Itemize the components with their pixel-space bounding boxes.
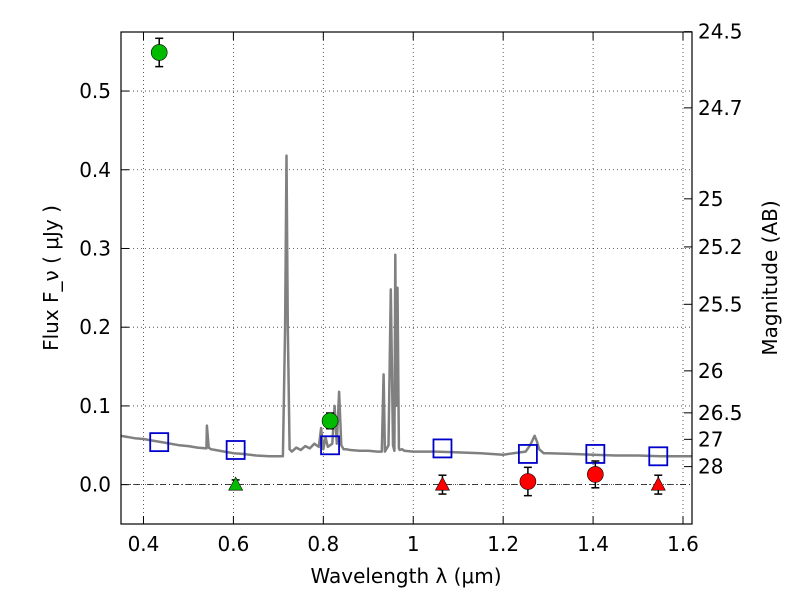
x-tick-label: 0.6 (217, 532, 249, 556)
x-tick-label: 1.6 (667, 532, 699, 556)
right-axis-title: Magnitude (AB) (758, 200, 782, 355)
y-axis-title: Flux F_ν ( μJy ) (39, 205, 63, 351)
axes-layer: 0.4 0.6 0.8 1 1.2 1.4 1.6 0.0 0.1 0.2 0.3 0.4 0.5 24.… (79, 20, 742, 556)
detection-circle-marker (150, 44, 168, 61)
x-tick-label: 1.2 (487, 532, 519, 556)
x-tick-label: 1.4 (577, 532, 609, 556)
y-tick-label: 0.3 (79, 236, 111, 260)
y-tick-label: 0.1 (79, 394, 111, 418)
detection-circle-marker (519, 473, 537, 490)
mag-tick-label: 24.7 (698, 96, 743, 120)
mag-tick-label: 24.5 (698, 20, 743, 44)
detection-circle-marker (587, 466, 604, 483)
grid-layer (121, 32, 692, 524)
y-tick-label: 0.0 (79, 473, 111, 497)
model-square-marker (648, 446, 669, 467)
upper-limit-triangle-marker (650, 476, 666, 491)
model-square-marker (432, 438, 453, 459)
y-tick-label: 0.4 (79, 158, 111, 182)
mag-tick-label: 25.2 (698, 235, 743, 259)
model-square-marker (517, 444, 538, 464)
upper-limit-triangle-marker (434, 476, 450, 491)
y-tick-label: 0.2 (79, 315, 111, 339)
model-square-marker (320, 435, 340, 456)
model-square-marker (225, 440, 246, 460)
spectrum-line (120, 154, 692, 458)
x-tick-label: 0.4 (128, 532, 160, 556)
x-tick-label: 0.8 (307, 532, 339, 556)
series-layer (120, 37, 692, 497)
upper-limit-triangle-marker (228, 476, 244, 491)
plot-frame (120, 31, 693, 525)
model-square-marker (149, 432, 170, 453)
y-tick-label: 0.5 (79, 79, 111, 103)
x-tick-label: 1 (407, 532, 420, 556)
mag-tick-label: 27 (698, 427, 723, 451)
mag-tick-label: 28 (698, 455, 723, 479)
mag-tick-label: 25.5 (698, 292, 743, 316)
mag-tick-label: 25 (698, 187, 723, 211)
x-axis-title: Wavelength λ (μm) (310, 564, 501, 588)
mag-tick-label: 26.5 (698, 401, 743, 425)
detection-circle-marker (321, 412, 339, 430)
mag-tick-label: 26 (698, 359, 723, 383)
